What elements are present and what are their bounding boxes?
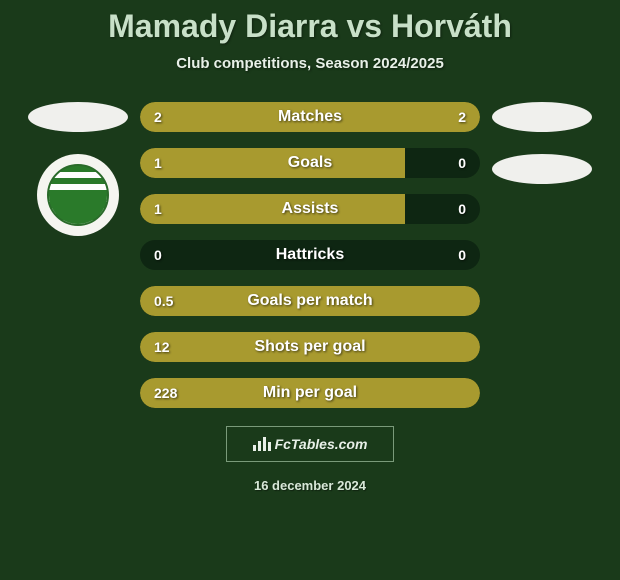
stat-label: Assists [140,194,480,224]
bars-icon [253,437,271,451]
stat-bar: 12Shots per goal [140,332,480,362]
stat-label: Matches [140,102,480,132]
main-row: 22Matches 10Goals 10Assists 00Hattricks 0.5G… [0,102,620,408]
stat-bar: 00Hattricks [140,240,480,270]
comparison-infographic: Mamady Diarra vs Horváth Club competitio… [0,0,620,580]
stat-label: Hattricks [140,240,480,270]
watermark: FcTables.com [226,426,394,462]
player-right-avatar [492,102,592,132]
left-side-column [28,102,128,236]
stat-bar: 10Assists [140,194,480,224]
stat-bar: 228Min per goal [140,378,480,408]
stat-label: Min per goal [140,378,480,408]
club-left-badge-stripes [47,164,109,226]
stat-label: Goals [140,148,480,178]
stat-bar: 0.5Goals per match [140,286,480,316]
stat-label: Shots per goal [140,332,480,362]
page-subtitle: Club competitions, Season 2024/2025 [176,55,444,72]
stat-label: Goals per match [140,286,480,316]
right-side-column [492,102,592,184]
watermark-text: FcTables.com [275,436,368,452]
footer-date: 16 december 2024 [254,478,366,493]
page-title: Mamady Diarra vs Horváth [108,8,512,45]
club-right-oval [492,154,592,184]
club-left-badge [37,154,119,236]
player-left-avatar [28,102,128,132]
stat-bar: 10Goals [140,148,480,178]
stat-bars-column: 22Matches 10Goals 10Assists 00Hattricks 0.5G… [140,102,480,408]
stat-bar: 22Matches [140,102,480,132]
